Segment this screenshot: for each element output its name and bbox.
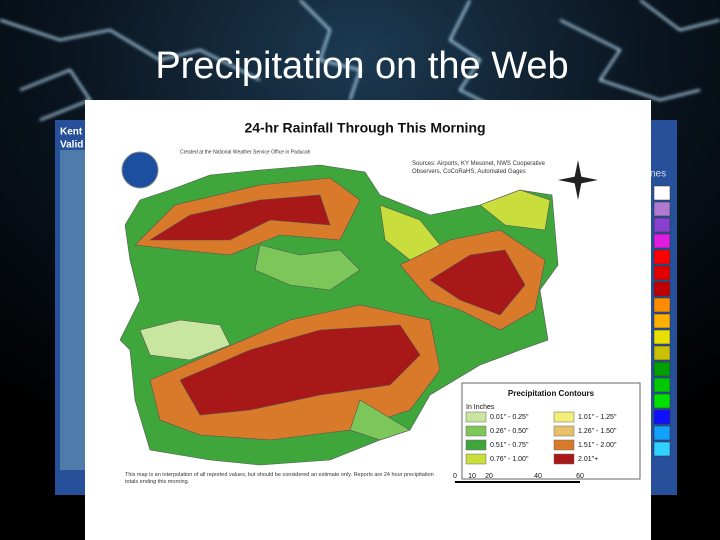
panel-legend: [653, 185, 671, 457]
legend-label: 0.76" - 1.00": [490, 456, 529, 463]
map-sources-box: Sources: Airports, KY Mesonet, NWS Coope…: [412, 161, 545, 175]
panel-legend-swatch: [653, 361, 671, 377]
rainfall-map: [119, 164, 559, 466]
map-sources: Sources: Airports, KY Mesonet, NWS Coope…: [412, 161, 545, 175]
legend-items: 0.01" - 0.25" 0.26" - 0.50" 0.51" - 0.75" 0…: [465, 411, 617, 465]
panel-legend-swatch: [653, 425, 671, 441]
scale-label: 10: [468, 473, 476, 480]
legend-label: 1.51" - 2.00": [578, 442, 617, 449]
legend-swatch: [465, 453, 487, 465]
panel-legend-swatch: [653, 297, 671, 313]
map-credit: Created at the National Weather Service …: [180, 149, 311, 155]
panel-legend-text: nes: [650, 169, 666, 180]
legend-label: 0.26" - 0.50": [490, 428, 529, 435]
scale-labels: 0 10 20 40 60: [453, 473, 584, 480]
panel-legend-swatch: [653, 185, 671, 201]
legend-swatch: [553, 453, 575, 465]
scale-label: 40: [534, 473, 542, 480]
footnote-box: This map is an interpolation of all repo…: [125, 472, 434, 485]
panel-legend-swatch: [653, 233, 671, 249]
panel-legend-swatch: [653, 313, 671, 329]
panel-title: Valid: [60, 140, 83, 151]
legend-box: [461, 382, 641, 480]
panel-legend-swatch: [653, 377, 671, 393]
legend-title: Precipitation Contours: [508, 389, 595, 398]
legend-swatch: [465, 411, 487, 423]
lightning: [0, 0, 720, 121]
panel-legend-swatch: [653, 441, 671, 457]
legend-swatch: [465, 425, 487, 437]
panel-legend-swatch: [653, 265, 671, 281]
legend-units: In Inches: [466, 404, 495, 411]
scale-label: 0: [453, 473, 457, 480]
legend-label: 0.51" - 0.75": [490, 442, 529, 449]
panel-legend-swatch: [653, 393, 671, 409]
legend-swatch: [553, 411, 575, 423]
scale-label: 60: [576, 473, 584, 480]
panel-legend-swatch: [653, 345, 671, 361]
legend-swatch: [553, 439, 575, 451]
legend-label: 2.01"+: [578, 456, 598, 463]
panel-legend-swatch: [653, 249, 671, 265]
legend-label: 0.01" - 0.25": [490, 414, 529, 421]
panel-title: Kent: [60, 127, 83, 138]
panel-legend-swatch: [653, 329, 671, 345]
legend-label: 1.26" - 1.50": [578, 428, 617, 435]
map-title: 24-hr Rainfall Through This Morning: [244, 120, 485, 136]
compass: [558, 160, 598, 200]
nws-logo: [121, 151, 159, 189]
footnote: This map is an interpolation of all repo…: [125, 472, 434, 485]
scale-label: 20: [485, 473, 493, 480]
panel-legend-swatch: [653, 201, 671, 217]
panel-legend-swatch: [653, 281, 671, 297]
legend-swatch: [465, 439, 487, 451]
legend-label: 1.01" - 1.25": [578, 414, 617, 421]
panel-legend-swatch: [653, 217, 671, 233]
legend-swatch: [553, 425, 575, 437]
slide-title: Precipitation on the Web: [155, 45, 568, 87]
panel-legend-swatch: [653, 409, 671, 425]
